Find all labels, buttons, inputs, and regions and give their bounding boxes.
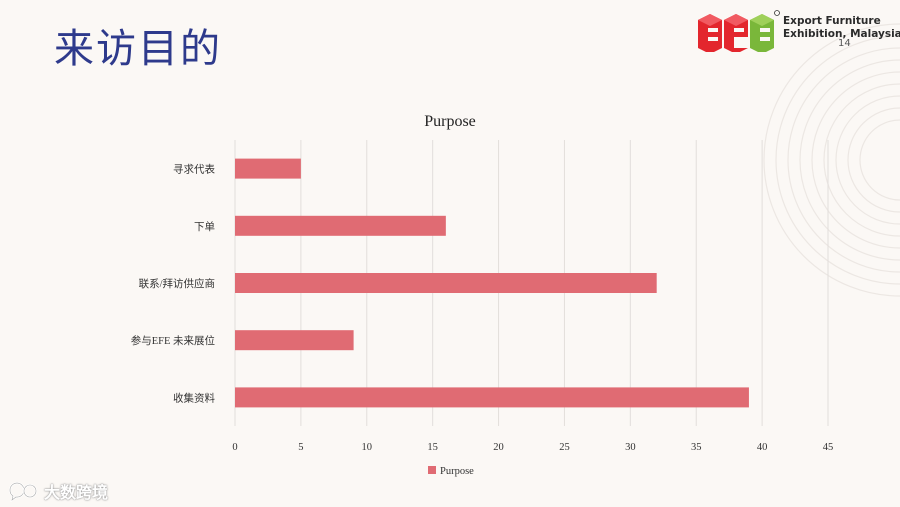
category-label: 收集资料 <box>173 391 215 404</box>
x-tick-label: 40 <box>757 442 768 453</box>
x-tick-label: 5 <box>298 442 303 453</box>
category-label: 联系/拜访供应商 <box>139 277 215 290</box>
legend-label: Purpose <box>440 466 474 477</box>
bar <box>235 330 354 351</box>
bar <box>235 273 657 293</box>
page-number: 14 <box>838 38 851 49</box>
chart-title: Purpose <box>424 113 476 130</box>
x-tick-label: 45 <box>823 442 834 453</box>
x-tick-label: 25 <box>559 442 570 453</box>
x-tick-label: 20 <box>493 442 504 453</box>
legend-swatch <box>428 466 436 474</box>
watermark: 大数跨境 <box>6 479 108 503</box>
bar <box>235 215 446 236</box>
x-tick-label: 10 <box>362 442 373 453</box>
page-title: 来访目的 <box>54 26 222 72</box>
legend: Purpose <box>428 466 474 477</box>
x-tick-label: 35 <box>691 442 702 453</box>
chat-bubble-icon <box>9 482 37 502</box>
watermark-text: 大数跨境 <box>44 483 109 502</box>
x-tick-labels: 0 5 10 15 20 25 30 35 40 45 <box>232 442 833 453</box>
category-label: 下单 <box>194 221 215 233</box>
bars <box>235 158 749 408</box>
x-tick-label: 30 <box>625 442 636 453</box>
category-label: 参与EFE 未来展位 <box>131 334 216 347</box>
logo-text: Export Furniture Exhibition, Malaysia <box>783 15 900 41</box>
bar <box>235 158 301 179</box>
category-label: 寻求代表 <box>173 163 215 176</box>
bar <box>235 387 749 408</box>
efe-logo: Export Furniture Exhibition, Malaysia <box>694 8 900 54</box>
logo-line-1: Export Furniture <box>783 15 881 27</box>
x-tick-label: 0 <box>232 442 237 453</box>
x-tick-label: 15 <box>427 442 438 453</box>
efe-logo-icon <box>698 10 780 54</box>
logo-line-2: Exhibition, Malaysia <box>783 28 900 40</box>
